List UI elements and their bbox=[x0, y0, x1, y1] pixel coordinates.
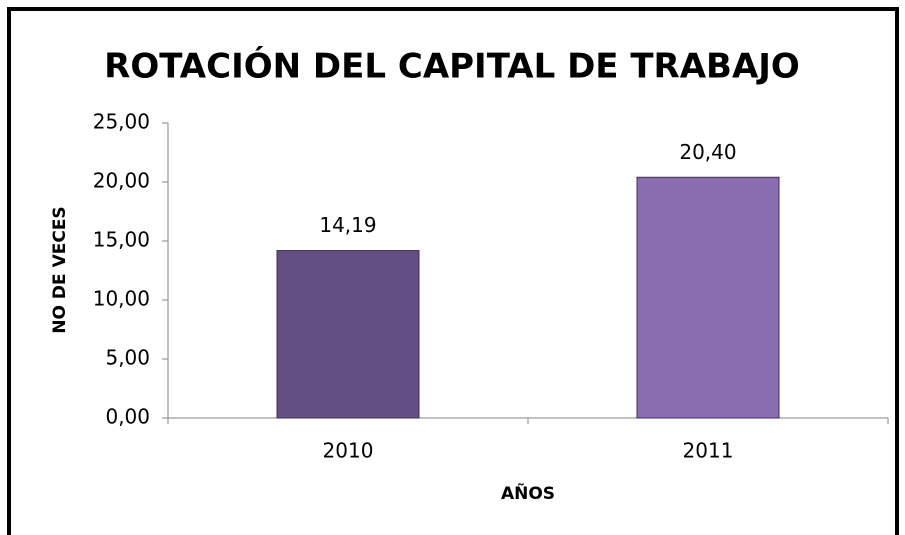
chart-title: ROTACIÓN DEL CAPITAL DE TRABAJO bbox=[104, 46, 800, 87]
y-tick-label: 15,00 bbox=[93, 228, 150, 252]
y-tick-label: 20,00 bbox=[93, 169, 150, 193]
value-label: 20,40 bbox=[679, 140, 736, 164]
x-axis-label: AÑOS bbox=[501, 481, 555, 504]
y-tick-label: 5,00 bbox=[105, 346, 150, 370]
x-tick-label: 2010 bbox=[323, 439, 374, 463]
y-axis-label: NO DE VECES bbox=[50, 206, 70, 333]
y-tick-label: 10,00 bbox=[93, 287, 150, 311]
bar bbox=[276, 250, 420, 419]
y-tick-label: 0,00 bbox=[105, 405, 150, 429]
x-tick-label: 2011 bbox=[683, 439, 734, 463]
bar bbox=[636, 176, 780, 419]
value-label: 14,19 bbox=[319, 213, 376, 237]
y-tick-label: 25,00 bbox=[93, 110, 150, 134]
